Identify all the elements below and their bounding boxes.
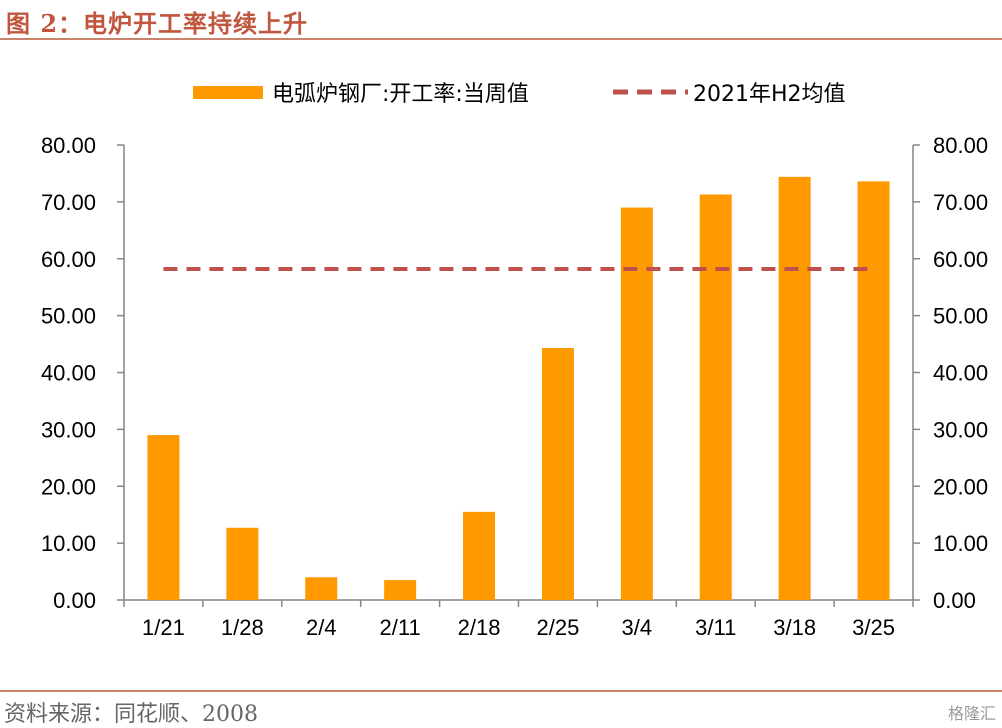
y-tick-label-left: 50.00 [41,304,96,329]
y-tick-label-right: 70.00 [933,190,988,215]
y-tick-label-right: 10.00 [933,531,988,556]
bar-2-18 [463,511,496,600]
bars: 1/21 1/28 2/4 2/11 2/18 2/25 3/4 3/11 3/18 3/25 [142,176,895,640]
x-tick-label: 3/11 [695,615,736,640]
y-tick-label-right: 0.00 [933,588,976,613]
y-tick-label-left: 70.00 [41,190,96,215]
x-tick-label: 2/11 [380,615,421,640]
y-tick-label-right: 40.00 [933,361,988,386]
legend-label-bar: 电弧炉钢厂:开工率:当周值 [272,82,529,107]
bar-3-4 [620,207,653,600]
y-tick-label-right: 30.00 [933,417,988,442]
x-tick-label: 3/4 [622,615,653,640]
legend-swatch-bar [193,86,263,99]
y-tick-label-right: 50.00 [933,304,988,329]
x-tick-label: 2/18 [458,615,501,640]
x-tick-label: 1/28 [221,615,264,640]
bar-1-21 [147,435,180,600]
y-tick-label-left: 30.00 [41,417,96,442]
figure-title: 图 2：电炉开工率持续上升 [6,9,309,38]
bar-1-28 [226,527,259,600]
title-bar: 图 2：电炉开工率持续上升 [0,0,1002,40]
y-tick-label-right: 80.00 [933,133,988,158]
x-tick-label: 2/4 [306,615,337,640]
bar-3-18 [778,176,811,600]
legend-label-line: 2021年H2均值 [693,82,846,107]
y-tick-label-left: 10.00 [41,531,96,556]
x-tick-label: 3/18 [773,615,816,640]
y-tick-label-left: 20.00 [41,474,96,499]
bar-2-4 [305,577,338,600]
y-tick-label-right: 20.00 [933,474,988,499]
watermark-logo: 格隆汇 [947,704,996,723]
footer-rule [0,690,1002,692]
source-note: 资料来源：同花顺、2008 [4,702,258,727]
bar-3-25 [857,181,890,600]
x-tick-label: 2/25 [537,615,580,640]
legend: 电弧炉钢厂:开工率:当周值 2021年H2均值 [193,82,846,107]
y-tick-label-left: 0.00 [53,588,96,613]
bar-3-11 [699,194,732,600]
y-tick-label-left: 40.00 [41,361,96,386]
y-tick-label-left: 80.00 [41,133,96,158]
y-tick-label-left: 60.00 [41,247,96,272]
bar-2-11 [384,580,417,600]
bar-chart: 电弧炉钢厂:开工率:当周值 2021年H2均值 0.00 0.00 10.00 10.… [41,82,988,640]
axes: 0.00 0.00 10.00 10.00 20.00 20.00 30.00 30.00 40… [41,133,988,613]
y-tick-label-right: 60.00 [933,247,988,272]
x-tick-label: 1/21 [142,615,185,640]
bar-2-25 [541,348,574,600]
x-tick-label: 3/25 [852,615,895,640]
title-rule [0,38,1002,40]
